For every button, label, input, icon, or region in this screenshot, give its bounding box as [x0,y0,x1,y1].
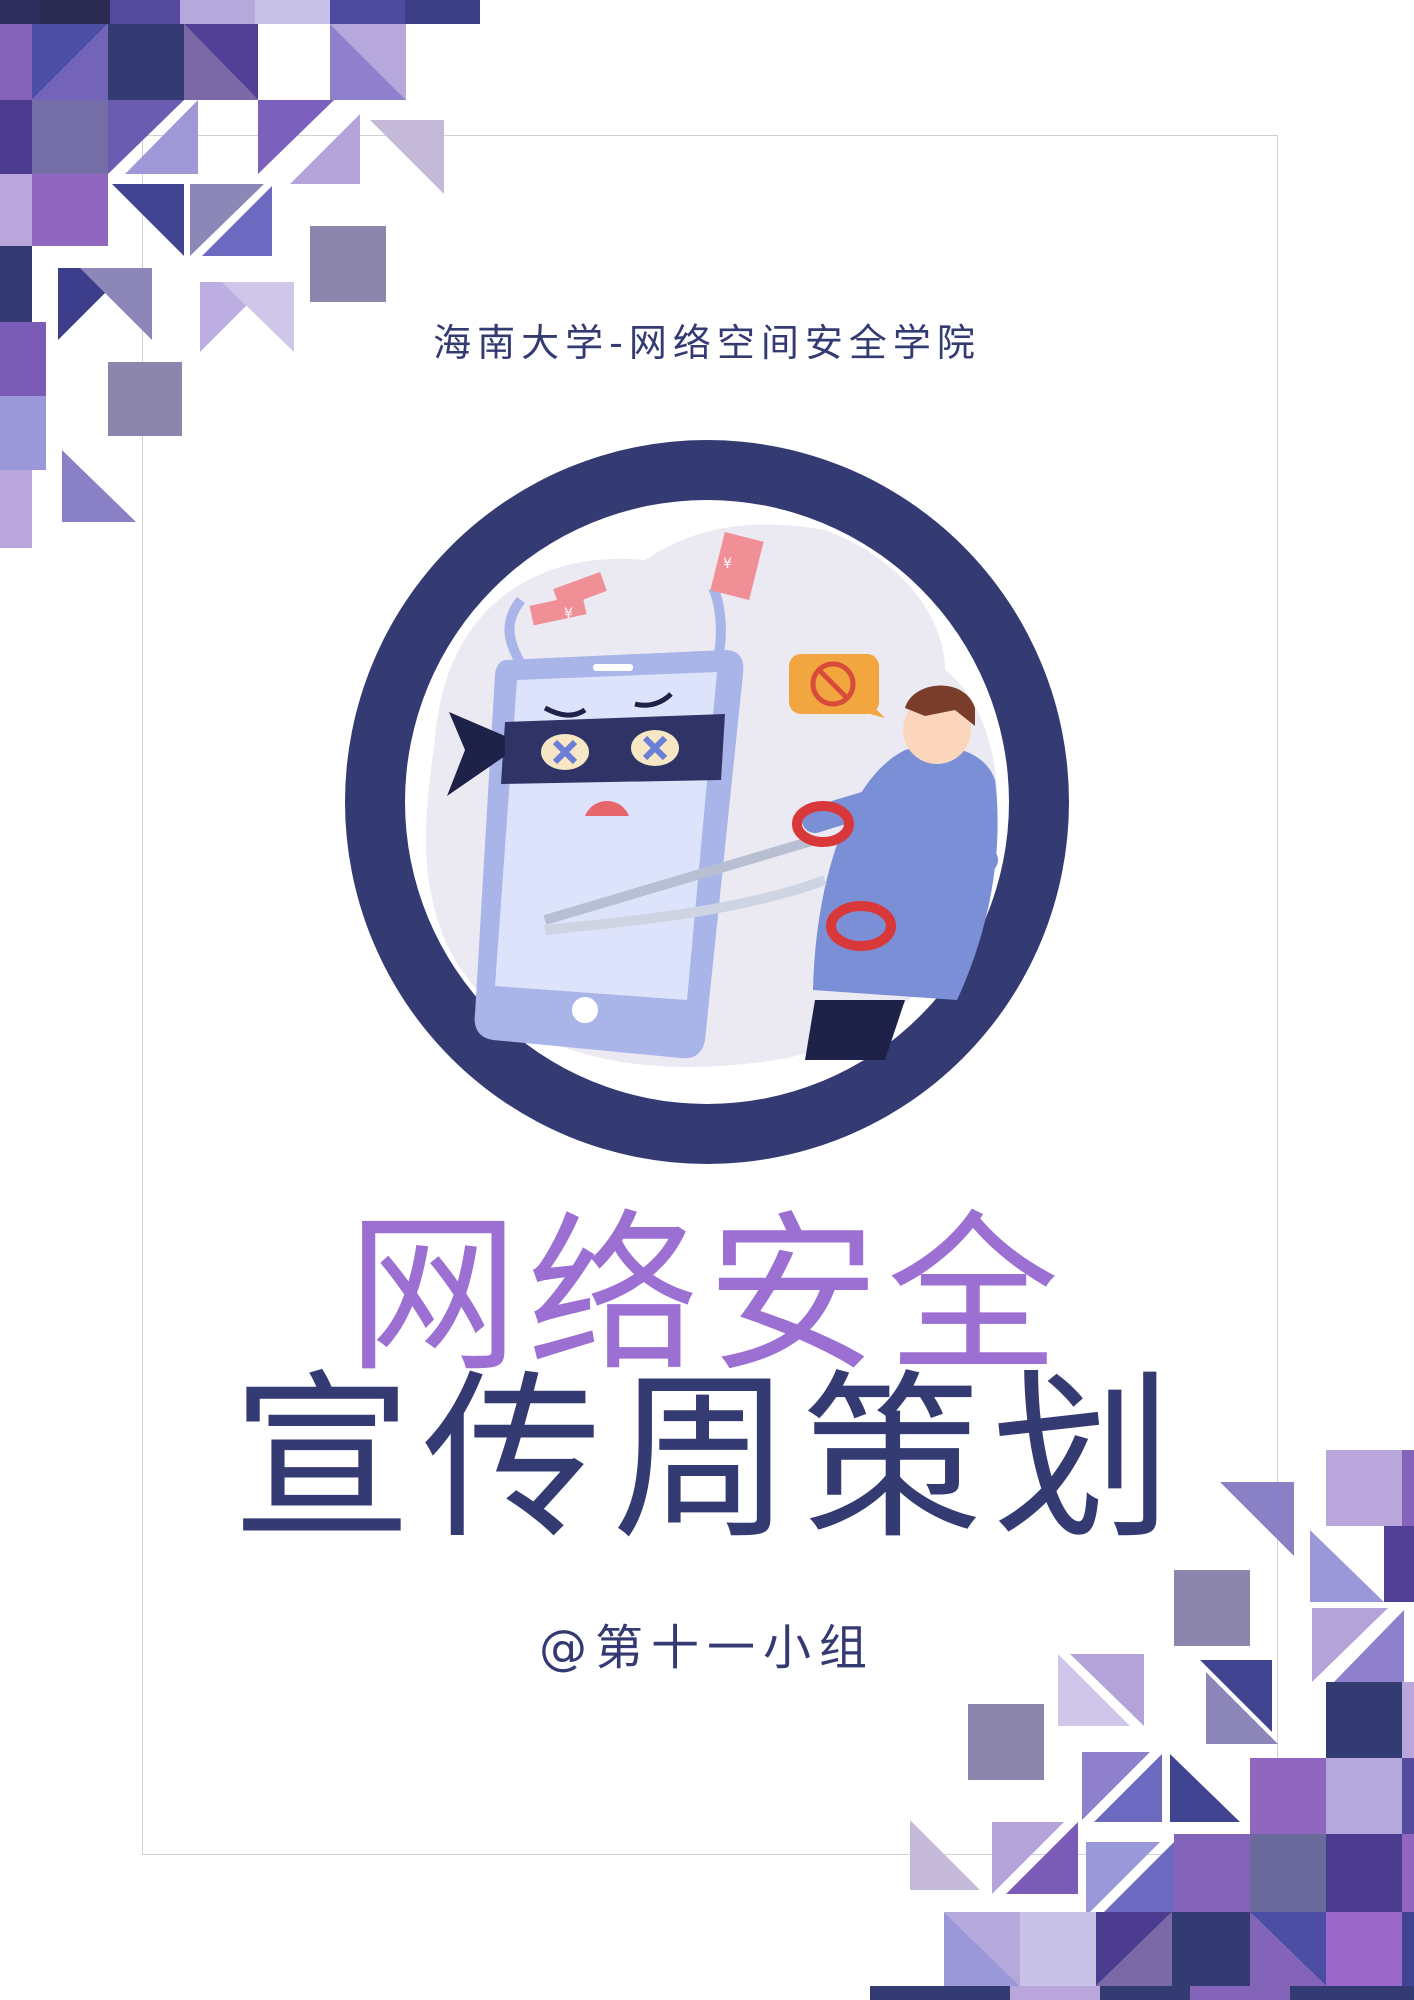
title-line-2: 宣传周策划 [231,1355,1182,1564]
top-left-mosaic [0,0,480,548]
institution-subtitle: 海南大学-网络空间安全学院 [433,321,981,365]
man-with-scissors [543,685,998,1060]
title-line-1: 网络安全 [347,1195,1067,1396]
team-name: @第十一小组 [538,1620,875,1676]
page-frame [142,135,1278,1855]
bottom-right-mosaic [870,1450,1414,2000]
forbidden-speech-bubble [789,654,885,718]
money-symbol-2: ¥ [723,556,732,572]
money-symbol: ¥ [564,606,573,622]
phone-thief-illustration: ¥ ¥ [345,440,1069,1164]
